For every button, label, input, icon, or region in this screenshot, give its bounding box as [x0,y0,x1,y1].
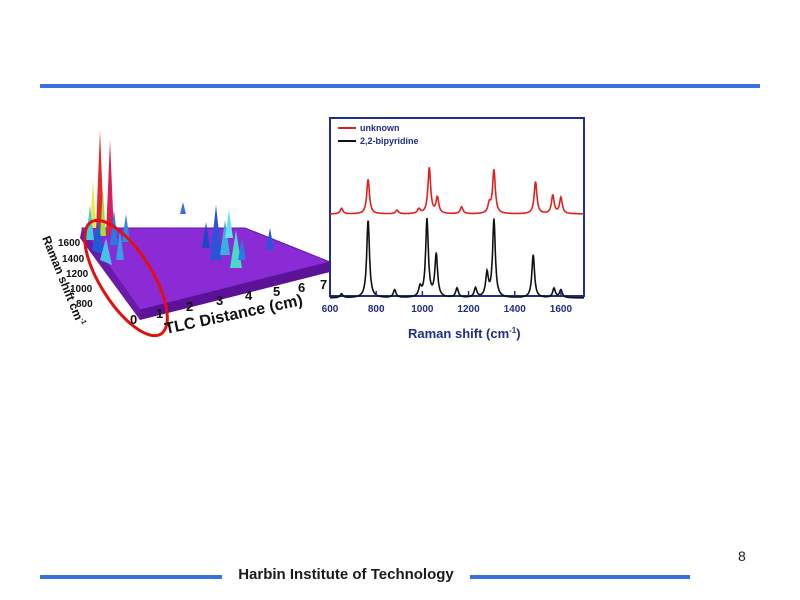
y-tick: 1400 [62,254,85,265]
y-axis-label-sup: -1 [78,317,87,325]
series-reference-line [330,217,584,299]
x-tick: 3 [216,293,223,308]
origin-highlight-ellipse [83,218,169,338]
top-divider [40,84,760,88]
x-tick: 6 [298,280,305,295]
footer-divider-right [470,575,690,579]
x-tick: 4 [245,288,253,303]
y-tick: 1000 [70,284,93,295]
x-axis-title-end: ) [516,326,520,341]
x-tick-label: 1200 [457,304,480,315]
x-tick: 2 [186,299,193,314]
legend-label-unknown: unknown [360,123,400,133]
y-tick: 800 [76,299,93,310]
x-tick-label: 600 [322,304,339,315]
x-tick-label: 800 [368,304,385,315]
page-number: 8 [738,548,746,564]
x-tick: 7 [320,277,327,292]
x-axis-title-text: Raman shift (cm [408,326,509,341]
surface-peaks-origin [86,130,130,265]
surface-peaks-spot [180,202,274,268]
surface-front-edge [140,262,330,320]
series-unknown-line [330,167,584,215]
footer-divider-left [40,575,222,579]
raman-spectra-chart: unknown 2,2-bipyridine 600 800 1000 1200 140… [322,117,585,341]
legend: unknown 2,2-bipyridine [338,123,419,146]
institution-name: Harbin Institute of Technology [238,566,454,583]
x-tick-label: 1400 [504,304,527,315]
legend-label-reference: 2,2-bipyridine [360,136,419,146]
x-tick: 5 [273,284,280,299]
x-tick: 1 [156,306,163,321]
tlc-surface-plot: 0 1 2 3 4 5 6 7 TLC Distance (cm) 1600 1… [39,130,332,338]
x-tick-label: 1600 [550,304,573,315]
y-tick: 1600 [58,238,81,249]
y-tick: 1200 [66,269,89,280]
x-axis-title-sup: -1 [509,326,517,335]
x-tick: 0 [130,312,137,327]
plot-frame [329,117,585,297]
x-tick-label: 1000 [411,304,434,315]
x-axis-title: Raman shift (cm-1) [408,326,521,341]
